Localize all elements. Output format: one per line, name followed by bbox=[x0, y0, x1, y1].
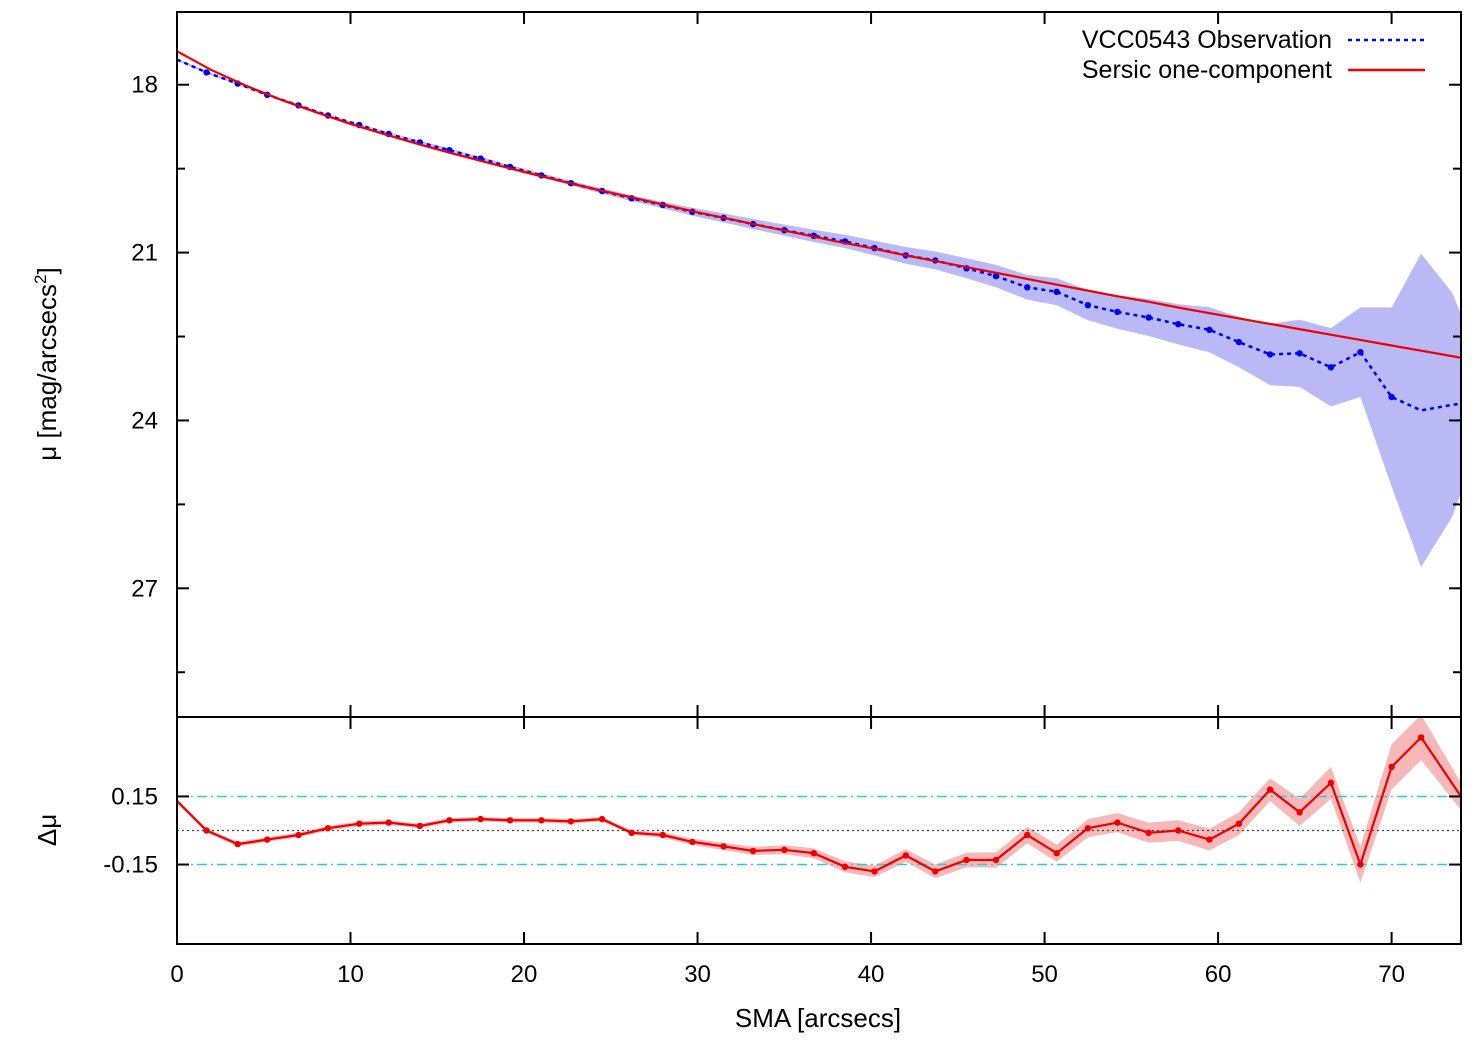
residual-point-16 bbox=[689, 838, 696, 846]
x-tick-label-7: 70 bbox=[1378, 961, 1405, 988]
residual-point-7 bbox=[416, 822, 424, 830]
bottom-panel-frame bbox=[176, 716, 1462, 945]
top-y-axis-title-superscript: 2 bbox=[31, 274, 50, 283]
residual-point-20 bbox=[810, 850, 817, 857]
residual-point-25 bbox=[963, 856, 970, 864]
observation-point-32 bbox=[1175, 321, 1182, 328]
observation-point-39 bbox=[1388, 393, 1395, 401]
residual-point-40 bbox=[1417, 734, 1425, 741]
residual-point-12 bbox=[567, 818, 575, 825]
residual-point-17 bbox=[720, 843, 727, 850]
residual-point-19 bbox=[781, 846, 788, 853]
residual-point-30 bbox=[1114, 819, 1121, 826]
observation-point-35 bbox=[1266, 351, 1274, 358]
observation-point-27 bbox=[1023, 284, 1031, 291]
residual-point-15 bbox=[659, 831, 666, 839]
x-tick-label-1: 10 bbox=[337, 961, 364, 988]
observation-point-30 bbox=[1114, 308, 1121, 316]
x-tick-label-5: 50 bbox=[1031, 961, 1058, 988]
top-y-tick-label-2: 24 bbox=[131, 407, 158, 434]
residual-series bbox=[177, 734, 1461, 875]
x-tick-label-2: 20 bbox=[511, 961, 538, 988]
residual-point-37 bbox=[1327, 779, 1335, 786]
residual-point-39 bbox=[1388, 763, 1395, 771]
residual-point-28 bbox=[1053, 850, 1060, 857]
residual-error-band bbox=[177, 717, 1461, 883]
x-tick-label-4: 40 bbox=[858, 961, 885, 988]
sersic-fit-line bbox=[177, 50, 1461, 359]
residual-point-29 bbox=[1084, 825, 1092, 832]
observation-point-36 bbox=[1296, 350, 1303, 357]
residual-point-18 bbox=[749, 847, 757, 855]
residual-point-24 bbox=[932, 868, 939, 875]
legend-label-sersic: Sersic one-component bbox=[1082, 56, 1332, 84]
observation-point-33 bbox=[1206, 326, 1213, 333]
observation-point-26 bbox=[992, 272, 1000, 280]
observation-point-28 bbox=[1053, 288, 1060, 295]
observation-line bbox=[177, 58, 1461, 412]
residual-point-22 bbox=[871, 868, 878, 875]
observation-error-band bbox=[177, 58, 1461, 568]
residual-point-14 bbox=[628, 829, 635, 836]
residual-point-9 bbox=[477, 815, 484, 823]
x-tick-label-6: 60 bbox=[1205, 961, 1232, 988]
x-tick-label-0: 0 bbox=[170, 961, 183, 988]
residual-point-23 bbox=[902, 852, 909, 859]
observation-point-31 bbox=[1145, 314, 1152, 321]
top-y-axis-title-main: μ [mag/arcsecs bbox=[32, 284, 62, 461]
top-y-axis-title-close: ] bbox=[32, 267, 62, 274]
residual-point-3 bbox=[295, 831, 302, 839]
top-panel-series bbox=[177, 50, 1461, 412]
top-y-tick-label-1: 21 bbox=[131, 240, 158, 267]
top-y-tick-label-0: 18 bbox=[131, 72, 158, 99]
residual-error-band-area bbox=[177, 717, 1461, 883]
x-axis-title: SMA [arcsecs] bbox=[735, 1003, 901, 1033]
residual-point-26 bbox=[992, 856, 1000, 864]
bottom-y-tick-label-1: -0.15 bbox=[103, 852, 158, 879]
x-tick-label-3: 30 bbox=[684, 961, 711, 988]
residual-point-27 bbox=[1023, 831, 1031, 839]
observation-point-0 bbox=[203, 69, 210, 76]
residual-point-10 bbox=[506, 817, 514, 824]
residual-point-2 bbox=[264, 836, 271, 843]
top-y-axis-title: μ [mag/arcsecs2] bbox=[31, 267, 62, 461]
observation-point-29 bbox=[1084, 302, 1092, 309]
residual-point-36 bbox=[1296, 809, 1303, 816]
residual-point-11 bbox=[538, 817, 545, 824]
observation-point-38 bbox=[1357, 349, 1364, 356]
top-y-tick-label-3: 27 bbox=[131, 575, 158, 602]
bottom-y-tick-label-0: 0.15 bbox=[111, 783, 158, 810]
axis-tick-labels: 0 10 20 30 40 50 60 70 18 21 24 27 0.15 -0.15 bbox=[103, 72, 1405, 988]
residual-point-1 bbox=[234, 840, 241, 848]
legend: VCC0543 Observation Sersic one-component bbox=[1082, 26, 1425, 84]
residual-point-31 bbox=[1145, 829, 1152, 836]
residual-point-0 bbox=[203, 827, 210, 834]
residual-point-21 bbox=[841, 863, 849, 870]
residual-point-34 bbox=[1235, 820, 1243, 827]
axis-ticks bbox=[176, 12, 1461, 944]
legend-label-observation: VCC0543 Observation bbox=[1082, 26, 1332, 54]
observation-point-34 bbox=[1235, 338, 1243, 346]
observation-error-band-area bbox=[177, 58, 1461, 568]
residual-point-5 bbox=[356, 820, 363, 827]
residual-point-8 bbox=[446, 817, 453, 824]
residual-point-13 bbox=[598, 815, 606, 823]
residual-point-38 bbox=[1357, 861, 1364, 868]
residual-point-6 bbox=[385, 819, 392, 826]
residual-reference-lines bbox=[177, 795, 1461, 866]
residual-point-32 bbox=[1175, 827, 1182, 834]
residual-point-33 bbox=[1206, 836, 1213, 843]
bottom-y-axis-title: Δμ bbox=[32, 814, 62, 846]
residual-point-35 bbox=[1266, 786, 1274, 793]
observation-point-37 bbox=[1327, 364, 1335, 371]
residual-point-4 bbox=[324, 825, 332, 832]
